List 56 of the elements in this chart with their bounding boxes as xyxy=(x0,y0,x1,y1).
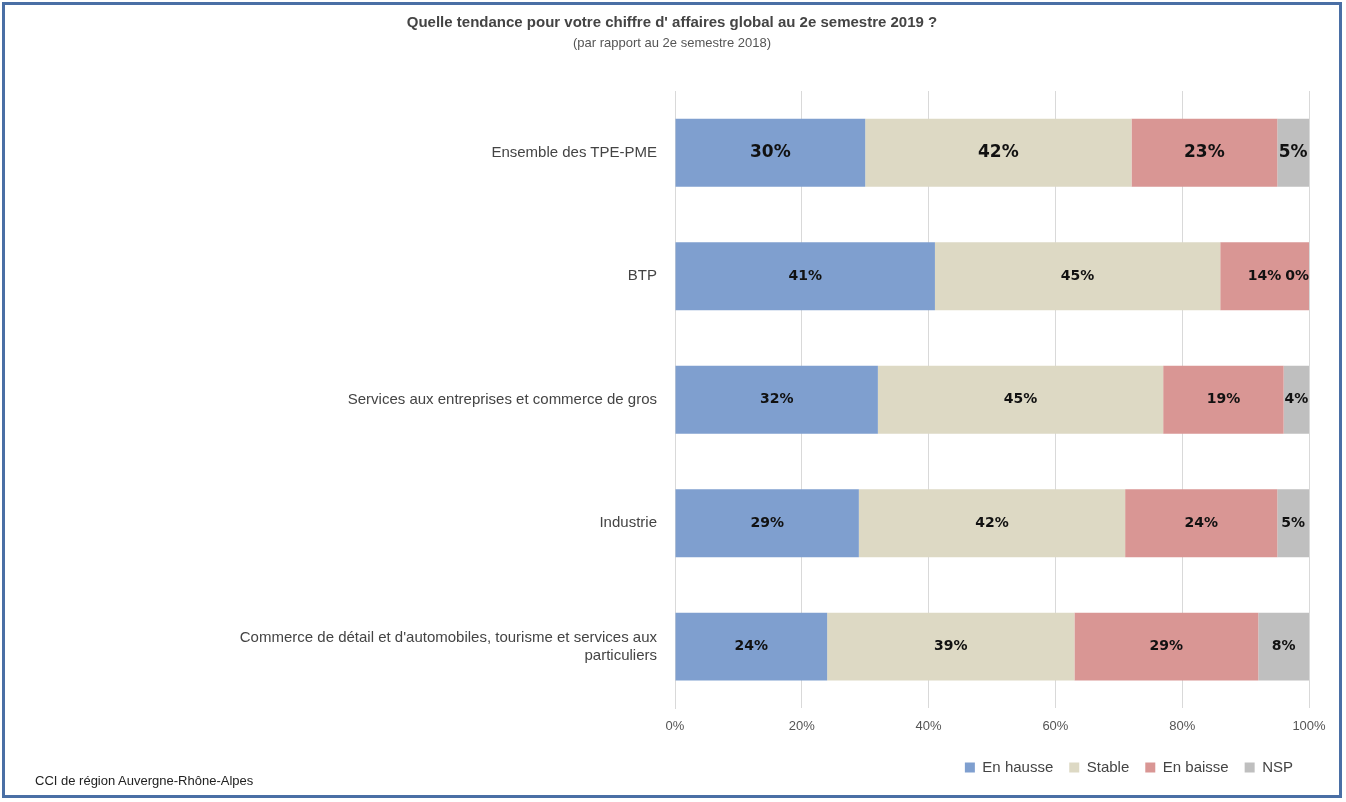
y-tick-label: Commerce de détail et d'automobiles, tourisme et services aux particuliers xyxy=(239,627,658,663)
bar xyxy=(865,118,1132,187)
bar xyxy=(827,612,1075,681)
chart-title: Quelle tendance pour votre chiffre d' affaires global au 2e semestre 2019 ? xyxy=(405,13,939,30)
bar xyxy=(1131,118,1278,187)
x-tick-label: 80% xyxy=(1169,717,1196,733)
y-tick-label: BTP xyxy=(627,266,657,284)
x-tick-label: 60% xyxy=(1042,717,1069,733)
data-label: 30% xyxy=(750,141,791,162)
bar xyxy=(1074,612,1259,681)
bar xyxy=(675,612,828,681)
x-tick-label: 20% xyxy=(788,717,816,733)
text: CCI de région Auvergne-Rhône-Alpes xyxy=(35,773,254,788)
data-label: 39% xyxy=(934,637,968,654)
data-label: 4% xyxy=(1284,390,1309,407)
data-label: 32% xyxy=(759,390,794,407)
legend-label: Stable xyxy=(1086,757,1130,775)
bar xyxy=(1277,118,1309,187)
data-label: 19% xyxy=(1206,390,1241,407)
bar xyxy=(675,242,935,311)
y-tick-label: Ensemble des TPE-PME xyxy=(491,142,657,160)
bar xyxy=(934,242,1221,311)
data-label: 14% xyxy=(1247,266,1282,283)
legend-label: En hausse xyxy=(982,757,1054,775)
data-label: 41% xyxy=(788,266,822,283)
bar xyxy=(675,489,859,558)
bar xyxy=(1277,489,1309,558)
data-label: 5% xyxy=(1281,513,1306,530)
bar xyxy=(877,365,1164,434)
data-label: 45% xyxy=(1060,266,1095,283)
bar xyxy=(1163,365,1284,434)
data-label: 29% xyxy=(750,513,784,530)
data-label: 8% xyxy=(1271,637,1296,654)
data-label: 24% xyxy=(1184,513,1218,530)
chart-subtitle: (par rapport au 2e semestre 2018) xyxy=(572,35,772,50)
x-tick-label: 100% xyxy=(1292,717,1327,733)
data-label: 0% xyxy=(1285,266,1310,283)
bar xyxy=(1125,489,1278,558)
legend-label: En baisse xyxy=(1162,757,1229,775)
bar xyxy=(1220,242,1309,311)
data-label: 23% xyxy=(1184,141,1225,162)
bar xyxy=(858,489,1126,558)
bar xyxy=(675,365,878,434)
bar xyxy=(1258,612,1309,681)
bar xyxy=(675,118,866,187)
x-tick-label: 0% xyxy=(665,717,685,733)
y-tick-label: Services aux entreprises et commerce de gros xyxy=(347,389,657,407)
data-label: 42% xyxy=(977,141,1019,162)
data-label: 45% xyxy=(1003,390,1038,407)
x-tick-label: 40% xyxy=(915,717,943,733)
legend-label: NSP xyxy=(1262,757,1293,775)
data-label: 24% xyxy=(734,637,769,654)
data-label: 29% xyxy=(1149,637,1184,654)
y-tick-label: Industrie xyxy=(599,513,657,531)
data-label: 42% xyxy=(975,513,1009,530)
data-label: 5% xyxy=(1278,141,1308,162)
